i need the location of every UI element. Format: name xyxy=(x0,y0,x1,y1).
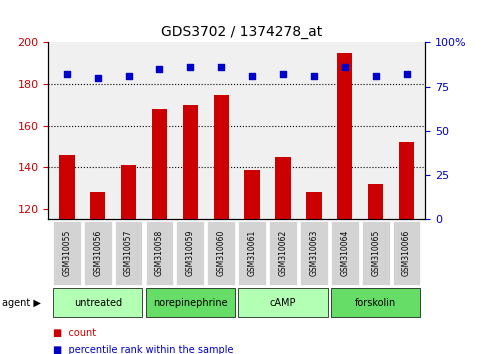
Text: agent ▶: agent ▶ xyxy=(2,298,41,308)
Point xyxy=(310,73,318,79)
FancyBboxPatch shape xyxy=(145,288,235,317)
Point xyxy=(217,64,225,70)
FancyBboxPatch shape xyxy=(145,221,173,285)
Point xyxy=(279,72,287,77)
Point xyxy=(186,64,194,70)
FancyBboxPatch shape xyxy=(84,221,112,285)
Text: GSM310057: GSM310057 xyxy=(124,230,133,276)
Bar xyxy=(399,142,414,219)
Bar xyxy=(183,105,198,219)
FancyBboxPatch shape xyxy=(53,288,142,317)
Text: GSM310060: GSM310060 xyxy=(217,230,226,276)
Text: GSM310066: GSM310066 xyxy=(402,230,411,276)
FancyBboxPatch shape xyxy=(238,288,328,317)
Bar xyxy=(90,193,105,219)
Bar xyxy=(152,109,167,219)
FancyBboxPatch shape xyxy=(300,221,328,285)
Bar xyxy=(121,165,136,219)
FancyBboxPatch shape xyxy=(207,221,235,285)
FancyBboxPatch shape xyxy=(269,221,297,285)
Text: GSM310056: GSM310056 xyxy=(93,230,102,276)
Point xyxy=(403,72,411,77)
Text: GSM310061: GSM310061 xyxy=(248,230,256,276)
Point xyxy=(156,66,163,72)
FancyBboxPatch shape xyxy=(238,221,266,285)
Text: ■  count: ■ count xyxy=(53,328,96,338)
Bar xyxy=(244,170,260,219)
Point xyxy=(248,73,256,79)
Text: norepinephrine: norepinephrine xyxy=(153,298,227,308)
Text: GSM310064: GSM310064 xyxy=(340,230,349,276)
FancyBboxPatch shape xyxy=(393,221,420,285)
Text: GSM310065: GSM310065 xyxy=(371,230,380,276)
Bar xyxy=(275,157,291,219)
Text: GSM310062: GSM310062 xyxy=(279,230,287,276)
Bar xyxy=(368,184,384,219)
FancyBboxPatch shape xyxy=(176,221,204,285)
Point xyxy=(63,72,71,77)
Bar xyxy=(213,95,229,219)
FancyBboxPatch shape xyxy=(53,221,81,285)
Bar xyxy=(306,193,322,219)
Text: GSM310058: GSM310058 xyxy=(155,230,164,276)
FancyBboxPatch shape xyxy=(362,221,389,285)
Text: cAMP: cAMP xyxy=(270,298,296,308)
Point xyxy=(125,73,132,79)
Text: ■  percentile rank within the sample: ■ percentile rank within the sample xyxy=(53,346,234,354)
Point xyxy=(94,75,101,81)
Bar xyxy=(337,53,353,219)
FancyBboxPatch shape xyxy=(114,221,142,285)
Text: GSM310055: GSM310055 xyxy=(62,230,71,276)
Text: GSM310059: GSM310059 xyxy=(186,230,195,276)
Text: GDS3702 / 1374278_at: GDS3702 / 1374278_at xyxy=(161,25,322,39)
FancyBboxPatch shape xyxy=(331,288,420,317)
Point xyxy=(341,64,349,70)
Text: untreated: untreated xyxy=(73,298,122,308)
FancyBboxPatch shape xyxy=(331,221,359,285)
Text: forskolin: forskolin xyxy=(355,298,396,308)
Text: GSM310063: GSM310063 xyxy=(310,230,318,276)
Point xyxy=(372,73,380,79)
Bar xyxy=(59,155,74,219)
